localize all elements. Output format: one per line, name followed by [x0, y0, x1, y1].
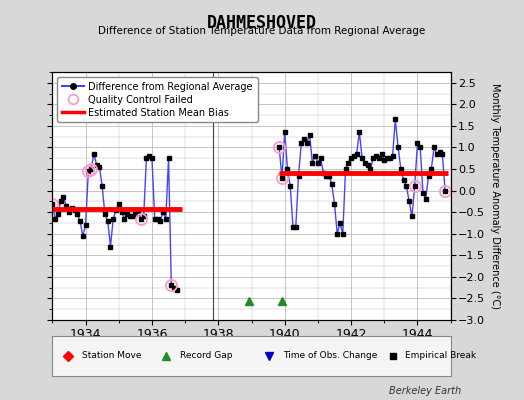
Legend: Difference from Regional Average, Quality Control Failed, Estimated Station Mean: Difference from Regional Average, Qualit… [57, 77, 258, 122]
Text: DAHMESHOVED: DAHMESHOVED [207, 14, 317, 32]
Text: Difference of Station Temperature Data from Regional Average: Difference of Station Temperature Data f… [99, 26, 425, 36]
Text: Station Move: Station Move [82, 352, 142, 360]
Text: Time of Obs. Change: Time of Obs. Change [283, 352, 378, 360]
Y-axis label: Monthly Temperature Anomaly Difference (°C): Monthly Temperature Anomaly Difference (… [489, 83, 499, 309]
Text: Record Gap: Record Gap [180, 352, 232, 360]
Text: Berkeley Earth: Berkeley Earth [389, 386, 461, 396]
Text: Empirical Break: Empirical Break [405, 352, 476, 360]
